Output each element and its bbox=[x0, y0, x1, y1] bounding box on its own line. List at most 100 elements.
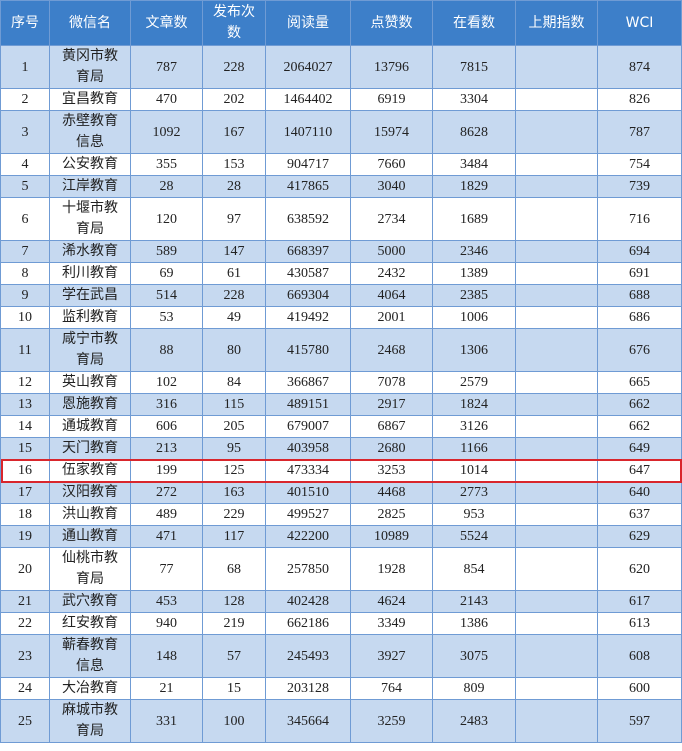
table-cell: 2001 bbox=[350, 306, 433, 329]
table-cell: 115 bbox=[202, 393, 266, 416]
table-cell: 18 bbox=[0, 503, 50, 526]
table-cell: 1306 bbox=[432, 328, 516, 372]
table-row: 15 天门教育 213 95 403958 2680 1166 649 bbox=[0, 437, 682, 460]
table-cell: 7660 bbox=[350, 153, 433, 176]
table-row: 16 伍家教育 199 125 473334 3253 1014 647 bbox=[0, 459, 682, 482]
empty-cell bbox=[515, 437, 598, 460]
table-cell: 1 bbox=[0, 45, 50, 89]
table-cell: 415780 bbox=[265, 328, 351, 372]
table-cell: 640 bbox=[597, 481, 682, 504]
table-cell: 2432 bbox=[350, 262, 433, 285]
table-cell: 422200 bbox=[265, 525, 351, 548]
table-row: 10 监利教育 53 49 419492 2001 1006 686 bbox=[0, 306, 682, 329]
table-cell: 489151 bbox=[265, 393, 351, 416]
table-cell: 5000 bbox=[350, 240, 433, 263]
table-cell: 3075 bbox=[432, 634, 516, 678]
table-cell: 7 bbox=[0, 240, 50, 263]
table-cell: 245493 bbox=[265, 634, 351, 678]
table-row: 23 蕲春教育信息 148 57 245493 3927 3075 608 bbox=[0, 634, 682, 678]
table-cell: 22 bbox=[0, 612, 50, 635]
table-cell: 赤壁教育信息 bbox=[49, 110, 131, 154]
table-cell: 19 bbox=[0, 525, 50, 548]
table-cell: 28 bbox=[202, 175, 266, 198]
table-cell: 监利教育 bbox=[49, 306, 131, 329]
empty-cell bbox=[515, 306, 598, 329]
table-cell: 499527 bbox=[265, 503, 351, 526]
table-cell: 15 bbox=[0, 437, 50, 460]
table-cell: 613 bbox=[597, 612, 682, 635]
table-cell: 679007 bbox=[265, 415, 351, 438]
table-row: 4 公安教育 355 153 904717 7660 3484 754 bbox=[0, 153, 682, 176]
table-cell: 686 bbox=[597, 306, 682, 329]
table-cell: 100 bbox=[202, 699, 266, 743]
table-cell: 伍家教育 bbox=[49, 459, 131, 482]
table-cell: 4064 bbox=[350, 284, 433, 307]
header-cell: 点赞数 bbox=[350, 0, 433, 46]
table-cell: 咸宁市教育局 bbox=[49, 328, 131, 372]
table-cell: 120 bbox=[130, 197, 203, 241]
table-cell: 694 bbox=[597, 240, 682, 263]
table-cell: 662186 bbox=[265, 612, 351, 635]
table-cell: 江岸教育 bbox=[49, 175, 131, 198]
table-cell: 麻城市教育局 bbox=[49, 699, 131, 743]
table-cell: 28 bbox=[130, 175, 203, 198]
table-cell: 17 bbox=[0, 481, 50, 504]
table-cell: 61 bbox=[202, 262, 266, 285]
table-cell: 953 bbox=[432, 503, 516, 526]
table-cell: 23 bbox=[0, 634, 50, 678]
table-cell: 117 bbox=[202, 525, 266, 548]
table-cell: 1386 bbox=[432, 612, 516, 635]
table-cell: 1006 bbox=[432, 306, 516, 329]
empty-cell bbox=[515, 415, 598, 438]
table-cell: 97 bbox=[202, 197, 266, 241]
table-cell: 6919 bbox=[350, 88, 433, 111]
table-cell: 3253 bbox=[350, 459, 433, 482]
table-cell: 1014 bbox=[432, 459, 516, 482]
table-cell: 589 bbox=[130, 240, 203, 263]
empty-cell bbox=[515, 590, 598, 613]
empty-cell bbox=[515, 153, 598, 176]
empty-cell bbox=[515, 503, 598, 526]
table-cell: 649 bbox=[597, 437, 682, 460]
empty-cell bbox=[515, 197, 598, 241]
table-cell: 3349 bbox=[350, 612, 433, 635]
table-cell: 355 bbox=[130, 153, 203, 176]
table-cell: 470 bbox=[130, 88, 203, 111]
table-cell: 69 bbox=[130, 262, 203, 285]
empty-cell bbox=[515, 547, 598, 591]
table-cell: 恩施教育 bbox=[49, 393, 131, 416]
table-cell: 1689 bbox=[432, 197, 516, 241]
table-cell: 787 bbox=[130, 45, 203, 89]
table-cell: 331 bbox=[130, 699, 203, 743]
table-cell: 1464402 bbox=[265, 88, 351, 111]
table-cell: 25 bbox=[0, 699, 50, 743]
table-cell: 5 bbox=[0, 175, 50, 198]
table-cell: 403958 bbox=[265, 437, 351, 460]
empty-cell bbox=[515, 175, 598, 198]
empty-cell bbox=[515, 459, 598, 482]
table-cell: 53 bbox=[130, 306, 203, 329]
header-cell: 微信名 bbox=[49, 0, 131, 46]
table-cell: 十堰市教育局 bbox=[49, 197, 131, 241]
empty-cell bbox=[515, 371, 598, 394]
table-cell: 57 bbox=[202, 634, 266, 678]
table-row: 24 大冶教育 21 15 203128 764 809 600 bbox=[0, 677, 682, 700]
table-cell: 401510 bbox=[265, 481, 351, 504]
table-cell: 1389 bbox=[432, 262, 516, 285]
table-cell: 257850 bbox=[265, 547, 351, 591]
table-row: 17 汉阳教育 272 163 401510 4468 2773 640 bbox=[0, 481, 682, 504]
table-cell: 489 bbox=[130, 503, 203, 526]
table-cell: 430587 bbox=[265, 262, 351, 285]
table-cell: 13796 bbox=[350, 45, 433, 89]
table-cell: 1829 bbox=[432, 175, 516, 198]
table-cell: 940 bbox=[130, 612, 203, 635]
header-cell: 文章数 bbox=[130, 0, 203, 46]
table-cell: 147 bbox=[202, 240, 266, 263]
table-cell: 9 bbox=[0, 284, 50, 307]
table-cell: 199 bbox=[130, 459, 203, 482]
empty-cell bbox=[515, 110, 598, 154]
table-cell: 宜昌教育 bbox=[49, 88, 131, 111]
table-cell: 公安教育 bbox=[49, 153, 131, 176]
table-cell: 904717 bbox=[265, 153, 351, 176]
table-cell: 153 bbox=[202, 153, 266, 176]
